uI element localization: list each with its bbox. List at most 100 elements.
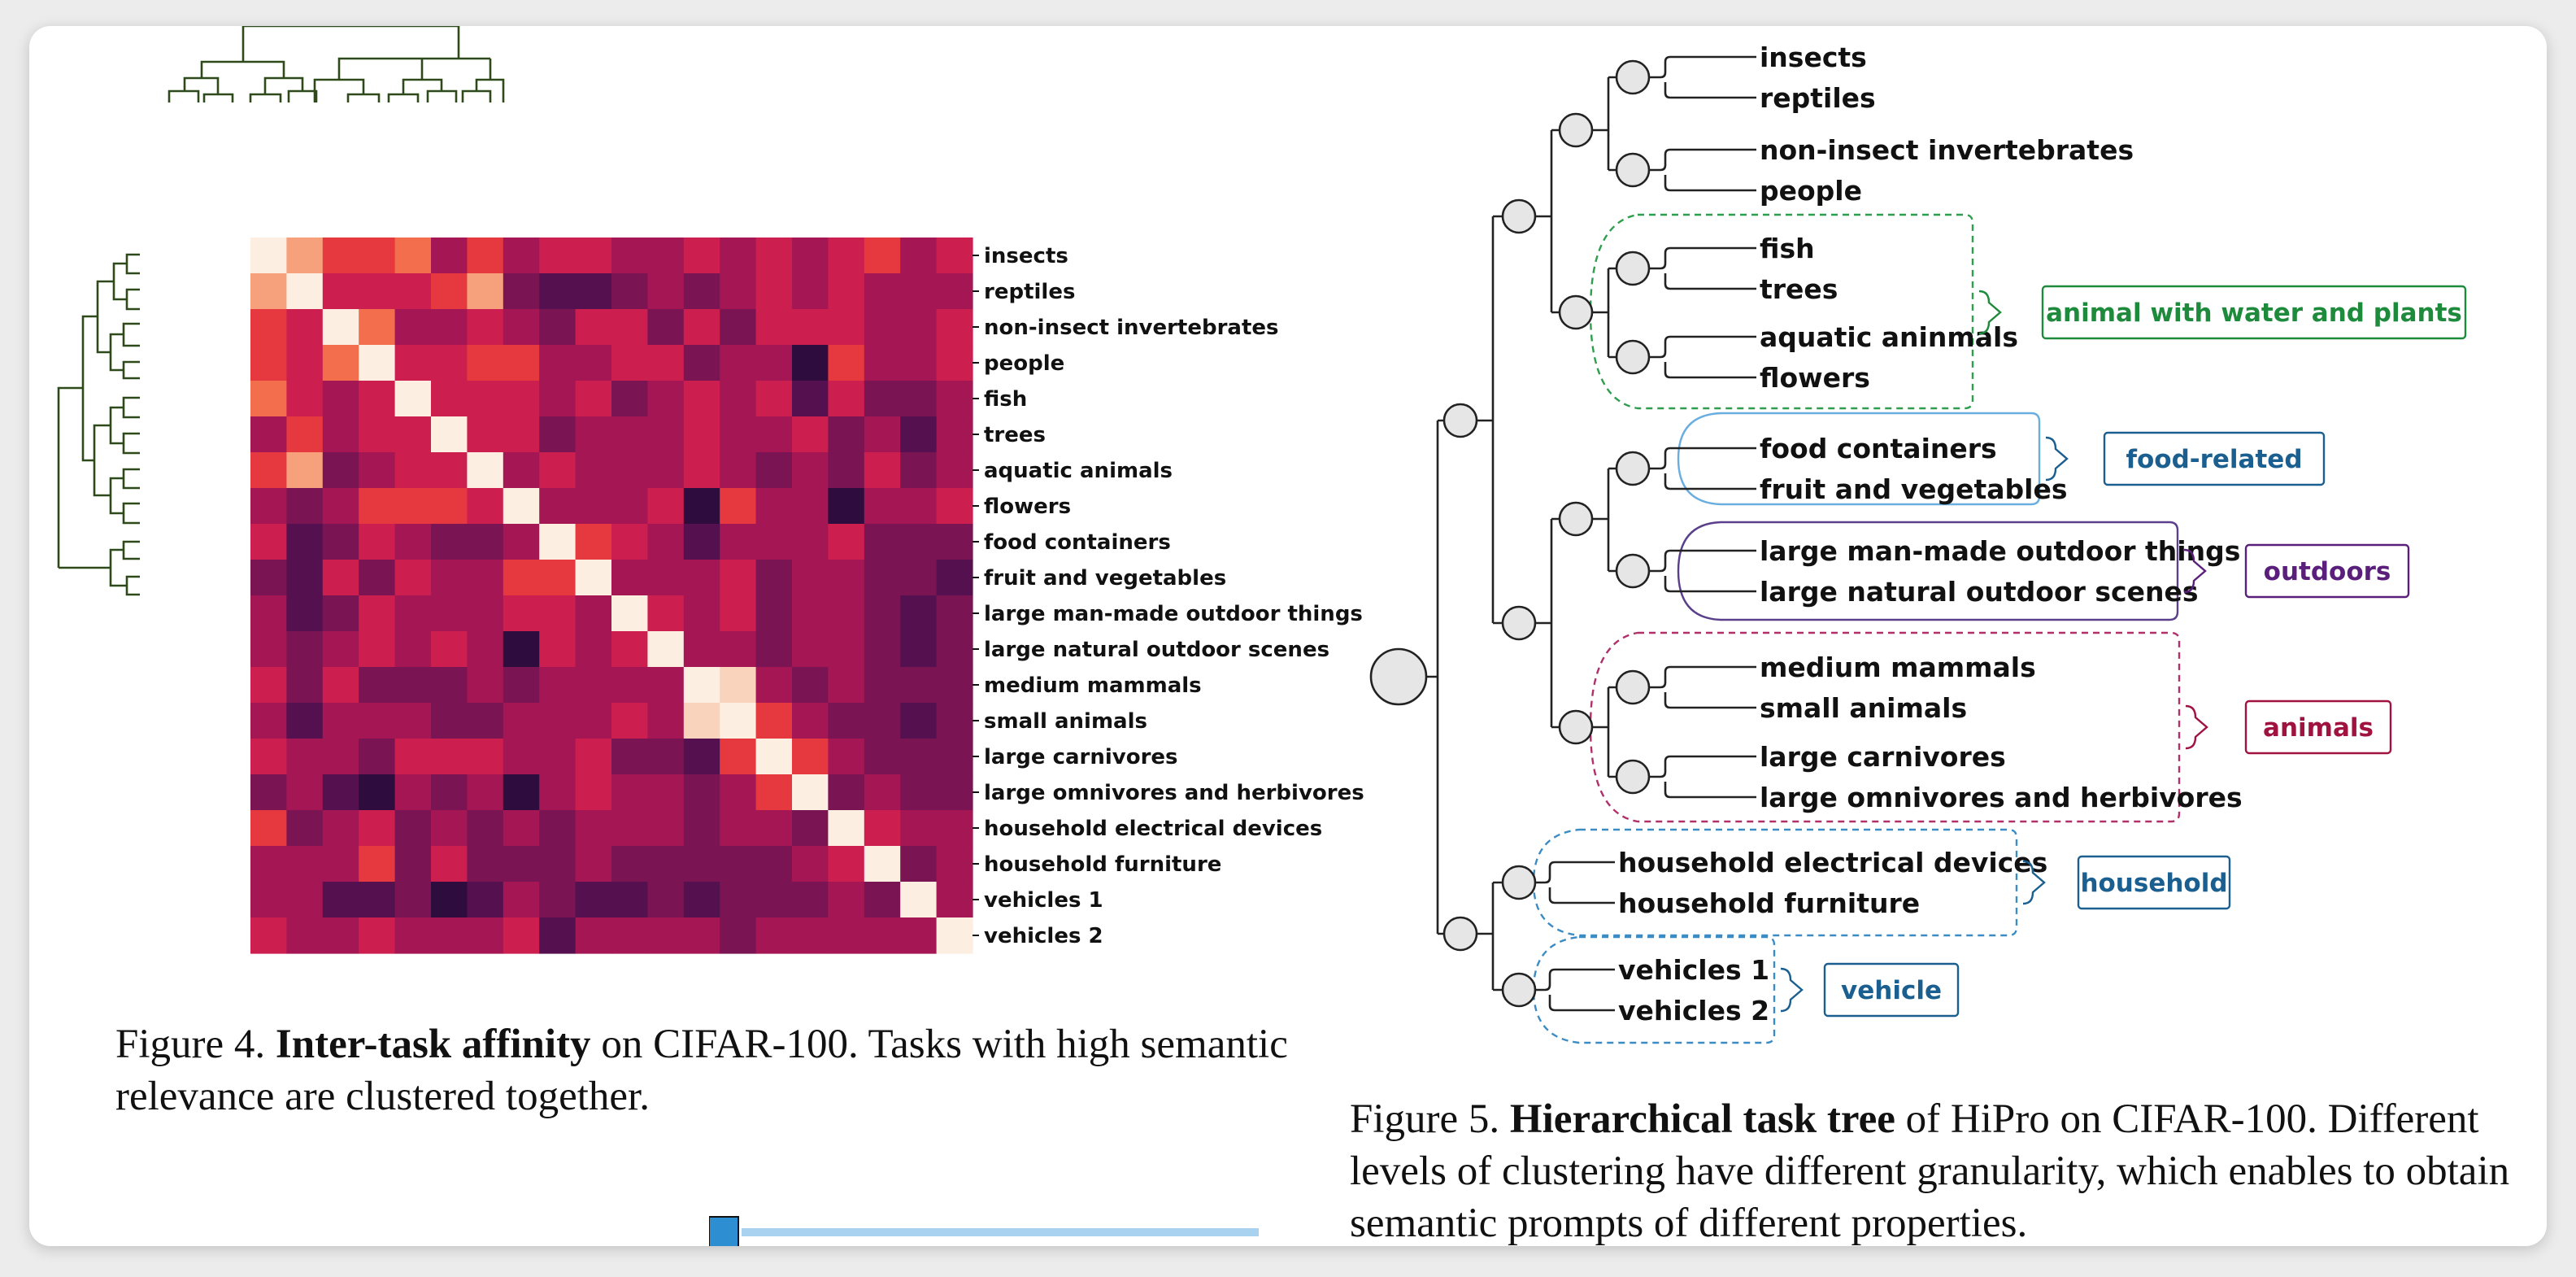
heatmap-row-label: household electrical devices <box>984 817 1322 841</box>
heatmap-cell <box>250 667 287 704</box>
heatmap-cell <box>611 810 648 847</box>
tree-leaf-label: flowers <box>1760 362 1870 394</box>
heatmap-cell <box>394 631 432 668</box>
heatmap-cell <box>286 739 324 775</box>
heatmap-cell <box>322 381 359 417</box>
tree-node <box>1501 865 1537 900</box>
heatmap-cell <box>720 309 757 346</box>
heatmap-cell <box>467 345 504 381</box>
heatmap-cells <box>250 238 973 954</box>
heatmap-cell <box>250 345 287 381</box>
heatmap-cell <box>611 882 648 918</box>
heatmap-cell <box>683 846 720 883</box>
heatmap-cell <box>250 238 287 274</box>
heatmap-cell <box>322 345 359 381</box>
heatmap-cell <box>936 774 973 811</box>
heatmap-cell <box>900 739 938 775</box>
heatmap-cell <box>431 739 468 775</box>
heatmap-cell <box>575 345 612 381</box>
tree-leaf-label: household furniture <box>1618 887 1920 919</box>
heatmap-cell <box>359 703 396 739</box>
heatmap-cell <box>828 416 865 453</box>
heatmap-cell <box>792 416 829 453</box>
heatmap-cell <box>828 381 865 417</box>
heatmap-cell <box>250 810 287 847</box>
caption-text: of HiPro on CIFAR-100. Different levels … <box>1350 1096 2510 1246</box>
heatmap-cell <box>792 309 829 346</box>
heatmap-cell <box>792 452 829 489</box>
heatmap-cell <box>467 810 504 847</box>
heatmap-cell <box>286 882 324 918</box>
heatmap-cell <box>792 631 829 668</box>
heatmap-cell <box>359 595 396 632</box>
heatmap-cell <box>900 882 938 918</box>
heatmap-cell <box>720 882 757 918</box>
heatmap-cell <box>431 595 468 632</box>
heatmap-cell <box>394 488 432 525</box>
heatmap-cell <box>286 667 324 704</box>
heatmap-cell <box>900 238 938 274</box>
heatmap-cell <box>683 309 720 346</box>
heatmap-cell <box>900 846 938 883</box>
tree-node <box>1615 553 1651 589</box>
heatmap-cell <box>467 703 504 739</box>
heatmap-cell <box>755 488 793 525</box>
heatmap-cell <box>575 882 612 918</box>
heatmap-cell <box>900 810 938 847</box>
heatmap-cell <box>250 703 287 739</box>
heatmap-cell <box>431 452 468 489</box>
heatmap-cell <box>539 703 577 739</box>
heatmap-cell <box>539 524 577 560</box>
heatmap-cell <box>828 667 865 704</box>
heatmap-cell <box>611 774 648 811</box>
heatmap-cell <box>683 667 720 704</box>
heatmap-cell <box>828 846 865 883</box>
heatmap-cell <box>864 273 901 310</box>
heatmap-cell <box>394 345 432 381</box>
heatmap-cell <box>792 703 829 739</box>
heatmap-cell <box>936 810 973 847</box>
heatmap-cell <box>431 882 468 918</box>
heatmap-cell <box>322 488 359 525</box>
heatmap-cell <box>503 917 540 954</box>
group-box-vehicle <box>1532 935 1776 1044</box>
heatmap-row-label: flowers <box>984 495 1071 519</box>
heatmap-cell <box>286 488 324 525</box>
heatmap-cell <box>611 381 648 417</box>
heatmap-cell <box>394 381 432 417</box>
heatmap-cell <box>359 810 396 847</box>
heatmap-cell <box>503 667 540 704</box>
heatmap-cell <box>755 631 793 668</box>
heatmap-cell <box>503 273 540 310</box>
heatmap-cell <box>683 882 720 918</box>
heatmap-cell <box>720 667 757 704</box>
heatmap-cell <box>250 381 287 417</box>
heatmap-cell <box>755 846 793 883</box>
heatmap-cell <box>575 560 612 596</box>
heatmap-cell <box>359 345 396 381</box>
heatmap-cell <box>936 238 973 274</box>
heatmap-cell <box>539 774 577 811</box>
heatmap-cell <box>647 524 685 560</box>
heatmap-cell <box>683 345 720 381</box>
heatmap-cell <box>936 273 973 310</box>
heatmap-cell <box>611 345 648 381</box>
heatmap-cell <box>792 488 829 525</box>
heatmap-cell <box>322 238 359 274</box>
heatmap-cell <box>755 345 793 381</box>
tree-leaf-labels: insects reptiles non-insect invertebrates p… <box>1618 41 2243 1026</box>
heatmap-cell <box>792 739 829 775</box>
heatmap-cell <box>936 345 973 381</box>
heatmap-cell <box>575 273 612 310</box>
heatmap-cell <box>647 238 685 274</box>
heatmap-cell <box>755 381 793 417</box>
heatmap-cell <box>467 774 504 811</box>
heatmap-cell <box>647 452 685 489</box>
heatmap-cell <box>322 273 359 310</box>
heatmap-cell <box>431 345 468 381</box>
heatmap-row-label: small animals <box>984 709 1147 734</box>
heatmap-cell <box>864 703 901 739</box>
heatmap-cell <box>647 774 685 811</box>
heatmap-cell <box>503 381 540 417</box>
heatmap-cell <box>720 774 757 811</box>
